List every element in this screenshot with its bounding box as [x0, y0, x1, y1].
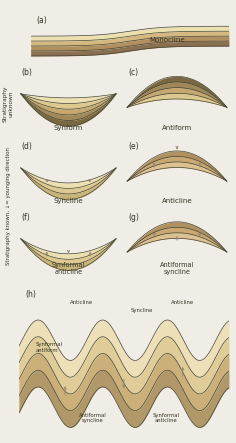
Text: Syncline: Syncline — [54, 198, 83, 204]
Text: Synformal
anticline: Synformal anticline — [152, 412, 179, 424]
Text: Anticline: Anticline — [70, 299, 93, 305]
Text: Monocline: Monocline — [150, 37, 185, 43]
Text: Synformal
anticline: Synformal anticline — [52, 262, 85, 275]
Text: (c): (c) — [128, 68, 138, 77]
Text: Anticline: Anticline — [171, 299, 194, 305]
Text: (h): (h) — [25, 290, 36, 299]
Text: (b): (b) — [22, 68, 33, 77]
Text: Antiformal
syncline: Antiformal syncline — [79, 412, 106, 424]
Text: (d): (d) — [22, 142, 33, 152]
Text: Anticline: Anticline — [162, 198, 192, 204]
Text: Stratigraphy
unknown: Stratigraphy unknown — [3, 85, 14, 122]
Text: Stratigraphy known, ↓= younging direction: Stratigraphy known, ↓= younging directio… — [6, 147, 11, 265]
Text: (g): (g) — [128, 213, 139, 222]
Text: (a): (a) — [37, 16, 47, 25]
Text: Synformal
antiform: Synformal antiform — [36, 342, 63, 353]
Text: (e): (e) — [128, 142, 139, 152]
Text: Antiform: Antiform — [162, 125, 192, 131]
Text: (f): (f) — [22, 213, 31, 222]
Text: Syncline: Syncline — [130, 308, 153, 313]
Text: Synform: Synform — [54, 125, 83, 131]
Text: Antiformal
syncline: Antiformal syncline — [160, 262, 194, 275]
